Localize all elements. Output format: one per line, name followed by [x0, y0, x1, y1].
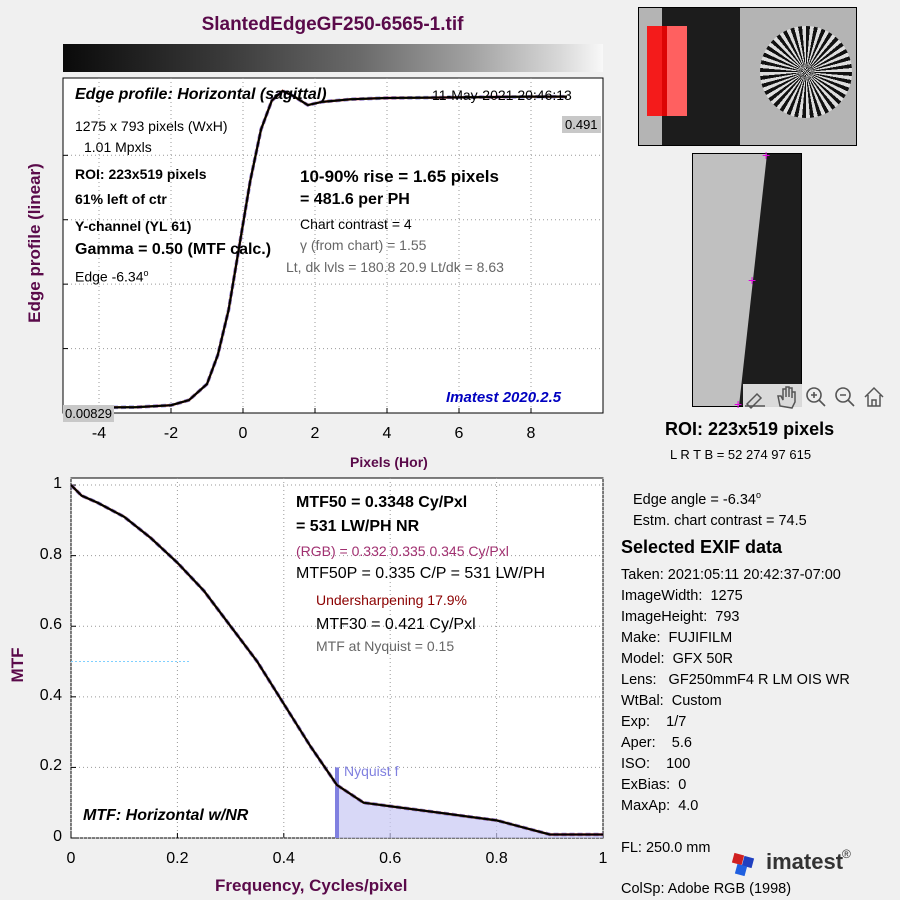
imatest-logo: imatest ® — [730, 847, 860, 879]
mtf-y-tick-label: 0.4 — [39, 686, 62, 704]
mtf50-lwph: = 531 LW/PH NR — [296, 518, 420, 535]
mtf-x-tick-label: 0.4 — [272, 850, 295, 867]
image-thumbnail — [638, 7, 857, 146]
exif-entry: MaxAp: 4.0 — [621, 798, 699, 814]
exif-entry: Taken: 2021:05:11 20:42:37-07:00 — [621, 567, 841, 583]
edge-x-axis-label: Pixels (Hor) — [350, 454, 428, 470]
edit-icon[interactable] — [745, 392, 765, 410]
exif-entry: ImageHeight: 793 — [621, 609, 740, 625]
pan-hand-icon[interactable] — [777, 386, 796, 409]
mtf-corner-label: MTF: Horizontal w/NR — [83, 807, 249, 824]
mtf-x-tick-label: 0 — [66, 850, 76, 867]
mtf-x-tick-label: 0.6 — [379, 850, 402, 867]
mtf-y-tick-label: 0.2 — [39, 757, 62, 775]
mtf-x-tick-label: 0.2 — [166, 850, 189, 867]
edge-x-tick-label: 6 — [454, 425, 464, 442]
mtf-x-axis-label: Frequency, Cycles/pixel — [215, 876, 408, 895]
edge-mean-line — [80, 89, 567, 409]
mtf-y-tick-label: 0 — [53, 828, 62, 845]
gamma-info: Gamma = 0.50 (MTF calc.) — [75, 241, 272, 258]
zoom-out-icon[interactable] — [835, 387, 855, 407]
max-level-label: 0.491 — [562, 116, 601, 133]
mtf50-value: MTF50 = 0.3348 Cy/Pxl — [296, 494, 468, 511]
exif-entry: ImageWidth: 1275 — [621, 588, 743, 604]
undersharpening: Undersharpening 17.9% — [316, 592, 467, 608]
siemens-star — [760, 26, 852, 118]
min-level-label: 0.00829 — [63, 405, 114, 422]
nyquist-region-fill — [337, 785, 603, 838]
chart-contrast: Chart contrast = 4 — [300, 216, 412, 232]
exif-entry: Exp: 1/7 — [621, 714, 687, 730]
rise-distance: 10-90% rise = 1.65 pixels — [300, 167, 499, 186]
version-label: Imatest 2020.2.5 — [446, 389, 562, 406]
zoom-in-icon[interactable] — [806, 387, 826, 407]
exif-entry: Model: GFX 50R — [621, 651, 734, 667]
gamma-from-chart: γ (from chart) = 1.55 — [300, 237, 427, 253]
figure-toolbar — [743, 384, 893, 410]
rgb-mtf50: (RGB) = 0.332 0.335 0.345 Cy/Pxl — [296, 543, 509, 559]
mtf-at-nyquist: MTF at Nyquist = 0.15 — [316, 638, 455, 654]
channel-info: Y-channel (YL 61) — [75, 218, 192, 234]
crosshair-top: + — [762, 147, 771, 163]
mtf50p-value: MTF50P = 0.335 C/P = 531 LW/PH — [296, 565, 546, 582]
exif-title: Selected EXIF data — [621, 537, 783, 557]
mtf-y-axis-label: MTF — [8, 647, 27, 683]
mtf-x-tick-label: 1 — [598, 850, 608, 867]
home-icon[interactable] — [864, 386, 884, 407]
roi-size-label: ROI: 223x519 pixels — [665, 419, 835, 439]
exif-entry: ExBias: 0 — [621, 777, 687, 793]
mtf-y-tick-label: 0.6 — [39, 616, 62, 634]
exif-fl: FL: 250.0 mm — [621, 840, 711, 856]
mtf-mean-line — [70, 484, 603, 836]
exif-entry: WtBal: Custom — [621, 693, 722, 709]
light-dark-levels: Lt, dk lvls = 180.8 20.9 Lt/dk = 8.63 — [286, 259, 504, 275]
mtf30-value: MTF30 = 0.421 Cy/Pxl — [316, 616, 476, 633]
image-size: 1275 x 793 pixels (WxH) — [75, 118, 228, 134]
gray-scale-strip — [63, 44, 603, 72]
edge-panel-title: Edge profile: Horizontal (sagittal) — [75, 86, 327, 103]
edge-x-tick-label: 2 — [310, 425, 320, 442]
exif-entry: ISO: 100 — [621, 756, 691, 772]
mtf-y-tick-label: 1 — [53, 475, 62, 493]
edge-x-tick-label: 8 — [526, 425, 536, 442]
crosshair-bottom: + — [734, 396, 743, 412]
edge-x-tick-label: -4 — [91, 425, 107, 442]
exif-entry: Aper: 5.6 — [621, 735, 692, 751]
edge-angle-info: Edge -6.34o — [75, 268, 149, 285]
roi-position: 61% left of ctr — [75, 191, 167, 207]
crosshair-mid: + — [748, 272, 757, 288]
mtf-y-tick-label: 0.8 — [39, 545, 62, 563]
timestamp: 11-May-2021 20:46:13 — [432, 87, 572, 103]
exif-colorspace: ColSp: Adobe RGB (1998) — [621, 881, 792, 897]
mtf-x-tick-label: 0.8 — [485, 850, 508, 867]
nyquist-label: Nyquist f — [344, 763, 399, 779]
exif-entry: Lens: GF250mmF4 R LM OIS WR — [621, 672, 850, 688]
estimated-contrast: Estm. chart contrast = 74.5 — [633, 513, 807, 529]
edge-x-tick-label: 4 — [382, 425, 392, 442]
roi-info: ROI: 223x519 pixels — [75, 166, 207, 182]
edge-angle: Edge angle = -6.34o — [633, 490, 761, 508]
roi-lrtb: L R T B = 52 274 97 615 — [670, 447, 812, 462]
imatest-logo-icon — [731, 852, 755, 877]
edge-x-tick-label: -2 — [163, 425, 179, 442]
roi-crop-image — [692, 153, 802, 407]
rise-per-ph: = 481.6 per PH — [300, 191, 410, 208]
edge-x-tick-label: 0 — [238, 425, 248, 442]
exif-entry: Make: FUJIFILM — [621, 630, 733, 646]
chart-title: SlantedEdgeGF250-6565-1.tif — [201, 14, 464, 35]
megapixels: 1.01 Mpxls — [84, 139, 152, 155]
